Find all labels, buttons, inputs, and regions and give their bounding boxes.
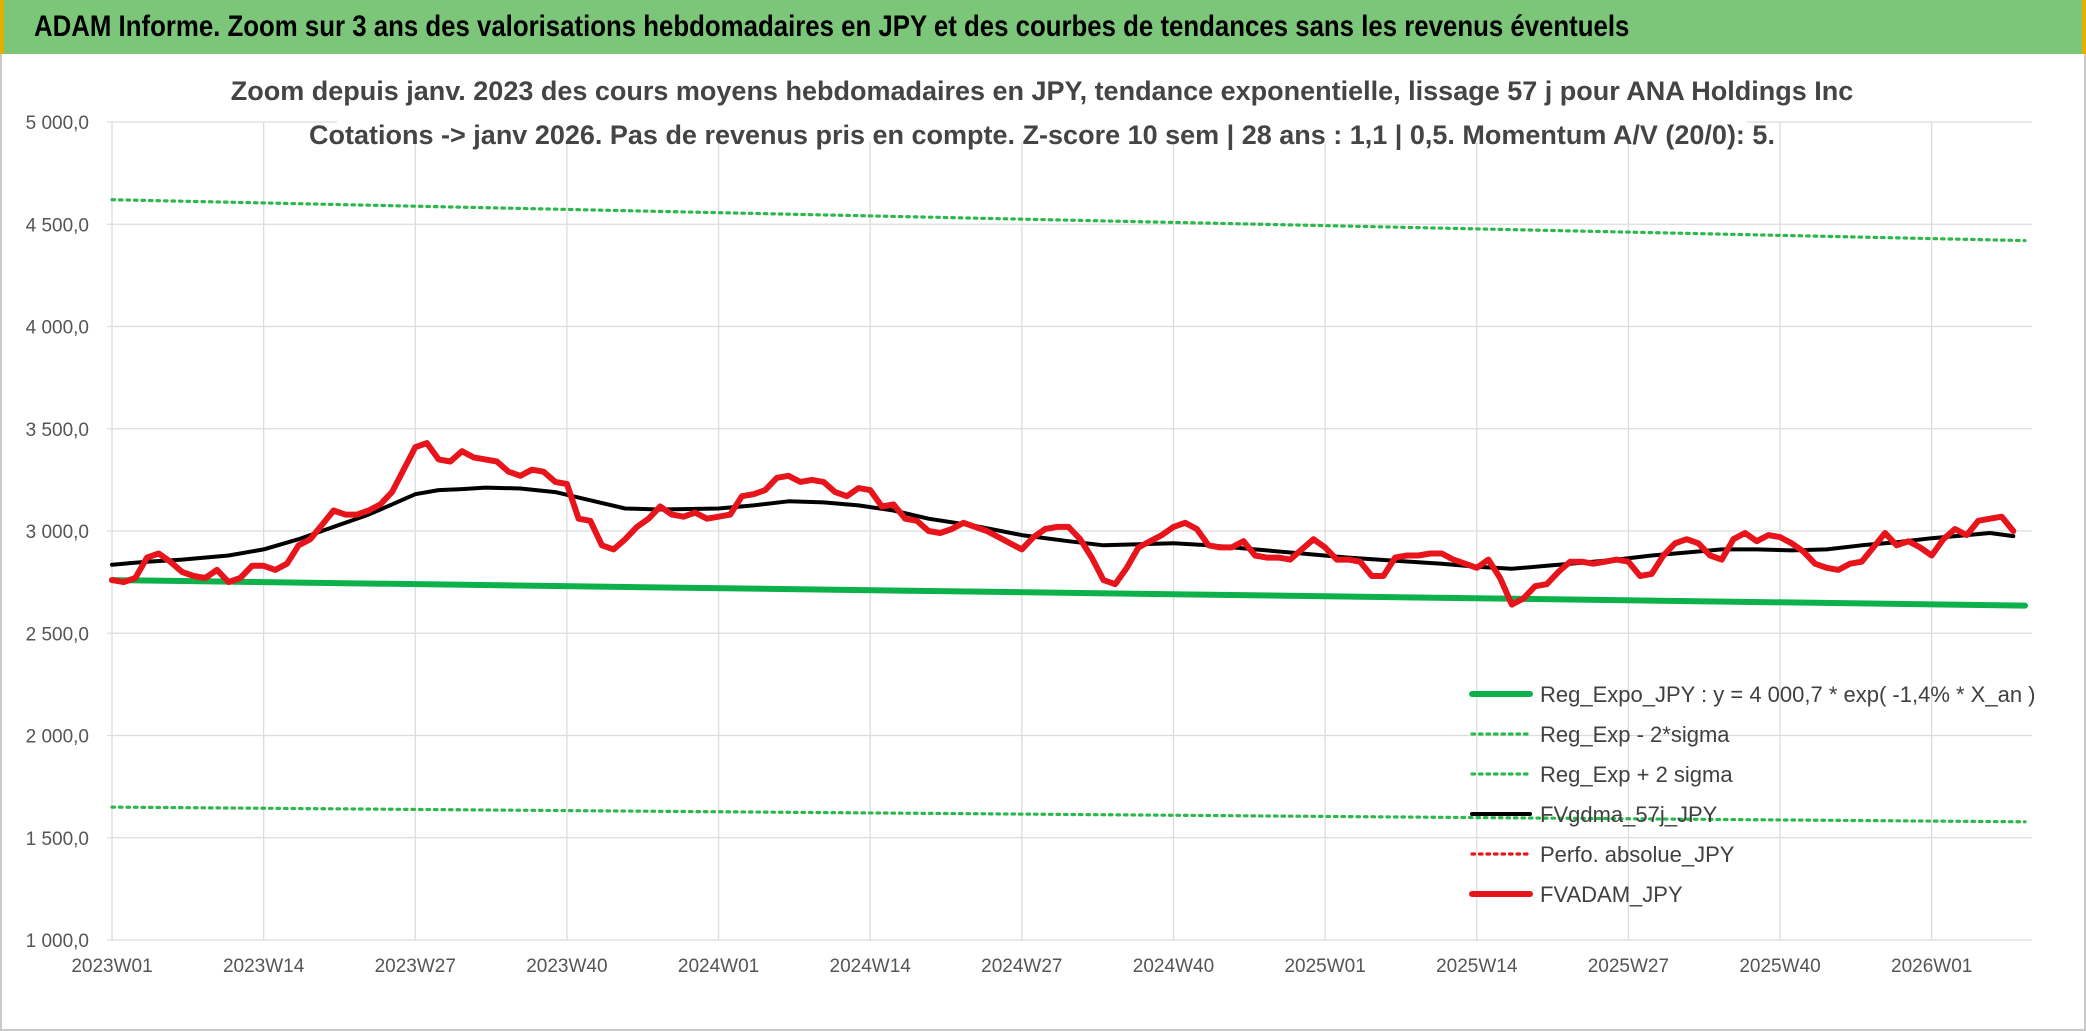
chart-frame: Zoom depuis janv. 2023 des cours moyens … — [0, 54, 2086, 1031]
gridlines — [107, 121, 2032, 941]
y-tick-label: 1 000,0 — [26, 931, 89, 952]
x-tick-label: 2023W40 — [526, 956, 607, 977]
y-tick-label: 3 500,0 — [26, 420, 89, 441]
line-chart: Zoom depuis janv. 2023 des cours moyens … — [26, 60, 2056, 977]
series-line-1 — [110, 805, 2027, 824]
y-tick-label: 2 000,0 — [26, 727, 89, 748]
y-tick-label: 3 000,0 — [26, 522, 89, 543]
x-tick-label: 2025W14 — [1436, 956, 1518, 977]
x-tick-label: 2025W01 — [1284, 956, 1365, 977]
x-tick-label: 2024W27 — [981, 956, 1062, 977]
legend-label-1: Reg_Exp - 2*sigma — [1540, 722, 1730, 747]
x-tick-label: 2023W14 — [223, 956, 305, 977]
series-lines — [109, 198, 2028, 824]
y-tick-label: 4 500,0 — [26, 215, 89, 236]
chart-legend: Reg_Expo_JPY : y = 4 000,7 * exp( -1,4% … — [1466, 672, 2056, 914]
x-tick-label: 2024W14 — [830, 956, 912, 977]
y-tick-label: 4 000,0 — [26, 318, 89, 339]
legend-label-2: Reg_Exp + 2 sigma — [1540, 762, 1733, 787]
legend-label-5: FVADAM_JPY — [1540, 882, 1683, 907]
y-tick-label: 5 000,0 — [26, 113, 89, 134]
y-tick-label: 1 500,0 — [26, 829, 89, 850]
series-line-0 — [109, 577, 2028, 609]
chart-title-line-1: Zoom depuis janv. 2023 des cours moyens … — [231, 76, 1853, 106]
legend-label-3: FVgdma_57j_JPY — [1540, 802, 1718, 827]
x-tick-label: 2024W01 — [678, 956, 759, 977]
legend-label-4: Perfo. absolue_JPY — [1540, 842, 1735, 867]
x-tick-label: 2023W01 — [71, 956, 152, 977]
x-tick-label: 2025W40 — [1739, 956, 1820, 977]
x-tick-label: 2025W27 — [1588, 956, 1669, 977]
x-tick-label: 2026W01 — [1891, 956, 1972, 977]
x-tick-label: 2023W27 — [375, 956, 456, 977]
chart-title: Zoom depuis janv. 2023 des cours moyens … — [231, 60, 1853, 150]
x-tick-label: 2024W40 — [1133, 956, 1214, 977]
legend-box — [1466, 672, 2056, 914]
legend-label-0: Reg_Expo_JPY : y = 4 000,7 * exp( -1,4% … — [1540, 682, 2036, 707]
series-line-5 — [109, 440, 2017, 608]
report-banner: ADAM Informe. Zoom sur 3 ans des valoris… — [0, 0, 2086, 54]
axes-labels: 1 000,0 1 500,0 2 000,0 2 500,0 3 000,0 3 500… — [26, 113, 1973, 977]
y-tick-label: 2 500,0 — [26, 624, 89, 645]
chart-title-line-2: Cotations -> janv 2026. Pas de revenus p… — [309, 120, 1775, 150]
report-title: ADAM Informe. Zoom sur 3 ans des valoris… — [34, 10, 1630, 43]
title-background — [337, 60, 1747, 142]
series-line-2 — [110, 198, 2027, 243]
